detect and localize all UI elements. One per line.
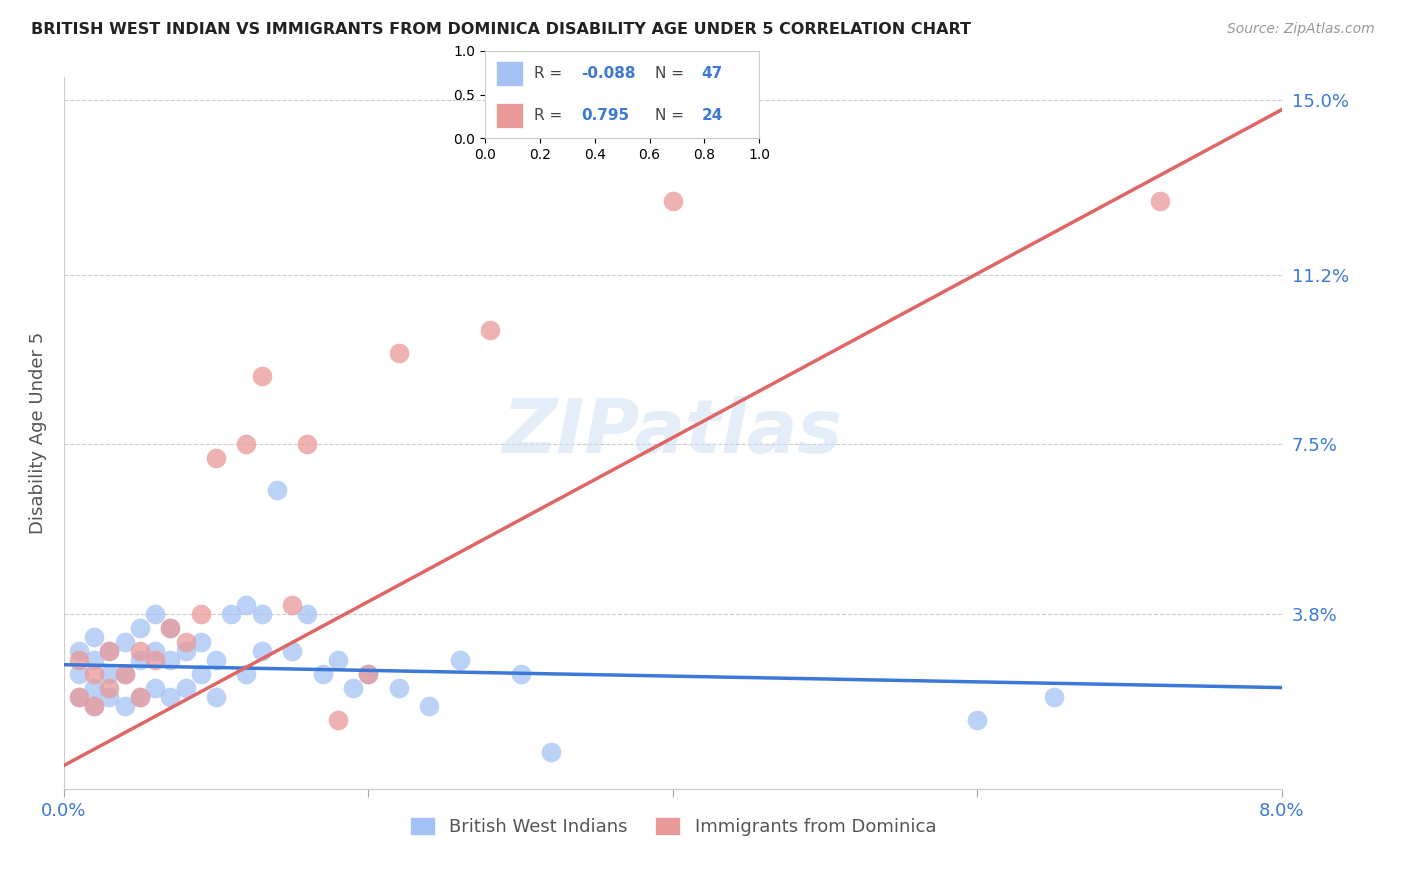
Point	[143, 607, 166, 622]
Point	[190, 607, 212, 622]
Point	[67, 666, 90, 681]
Point	[67, 644, 90, 658]
Point	[250, 607, 273, 622]
Point	[326, 713, 349, 727]
Point	[67, 690, 90, 704]
Point	[357, 666, 380, 681]
Text: R =: R =	[534, 66, 568, 80]
Text: N =: N =	[655, 66, 689, 80]
Point	[83, 653, 105, 667]
Point	[449, 653, 471, 667]
Point	[67, 653, 90, 667]
Text: N =: N =	[655, 108, 689, 122]
Point	[311, 666, 333, 681]
Point	[540, 745, 562, 759]
Point	[1042, 690, 1064, 704]
Point	[128, 653, 150, 667]
Text: 0.795: 0.795	[581, 108, 628, 122]
Point	[662, 194, 685, 209]
Text: Source: ZipAtlas.com: Source: ZipAtlas.com	[1227, 22, 1375, 37]
Point	[159, 621, 181, 635]
Point	[128, 621, 150, 635]
Point	[250, 644, 273, 658]
Point	[281, 644, 304, 658]
Point	[297, 437, 319, 451]
FancyBboxPatch shape	[496, 103, 523, 128]
Point	[159, 653, 181, 667]
Text: 24: 24	[702, 108, 723, 122]
Point	[219, 607, 242, 622]
Point	[357, 666, 380, 681]
Point	[342, 681, 364, 695]
Point	[326, 653, 349, 667]
Point	[98, 681, 121, 695]
Text: -0.088: -0.088	[581, 66, 636, 80]
Point	[388, 345, 411, 359]
Point	[174, 681, 197, 695]
Point	[235, 437, 257, 451]
Point	[83, 666, 105, 681]
Point	[297, 607, 319, 622]
Point	[1149, 194, 1171, 209]
Point	[205, 653, 228, 667]
Point	[128, 690, 150, 704]
Point	[128, 644, 150, 658]
Point	[98, 666, 121, 681]
Point	[250, 368, 273, 383]
Point	[159, 690, 181, 704]
Legend: British West Indians, Immigrants from Dominica: British West Indians, Immigrants from Do…	[402, 810, 943, 844]
Text: R =: R =	[534, 108, 572, 122]
Point	[98, 690, 121, 704]
Point	[235, 598, 257, 612]
Point	[266, 483, 288, 498]
Point	[143, 653, 166, 667]
Point	[190, 666, 212, 681]
Point	[281, 598, 304, 612]
Point	[174, 644, 197, 658]
Point	[143, 644, 166, 658]
Point	[388, 681, 411, 695]
Point	[966, 713, 988, 727]
Point	[83, 681, 105, 695]
Text: BRITISH WEST INDIAN VS IMMIGRANTS FROM DOMINICA DISABILITY AGE UNDER 5 CORRELATI: BRITISH WEST INDIAN VS IMMIGRANTS FROM D…	[31, 22, 972, 37]
Point	[235, 666, 257, 681]
Point	[174, 634, 197, 648]
Point	[67, 690, 90, 704]
Point	[114, 666, 136, 681]
Point	[114, 666, 136, 681]
Point	[128, 690, 150, 704]
Point	[83, 698, 105, 713]
Point	[143, 681, 166, 695]
Point	[159, 621, 181, 635]
Point	[114, 698, 136, 713]
Point	[479, 323, 502, 337]
Y-axis label: Disability Age Under 5: Disability Age Under 5	[30, 332, 46, 534]
FancyBboxPatch shape	[496, 62, 523, 86]
Point	[205, 690, 228, 704]
Point	[83, 698, 105, 713]
Point	[509, 666, 531, 681]
Point	[190, 634, 212, 648]
Text: 47: 47	[702, 66, 723, 80]
Text: ZIPatlas: ZIPatlas	[503, 396, 842, 469]
Point	[205, 451, 228, 466]
Point	[114, 634, 136, 648]
Point	[98, 644, 121, 658]
Point	[83, 630, 105, 644]
Point	[418, 698, 440, 713]
Point	[98, 644, 121, 658]
